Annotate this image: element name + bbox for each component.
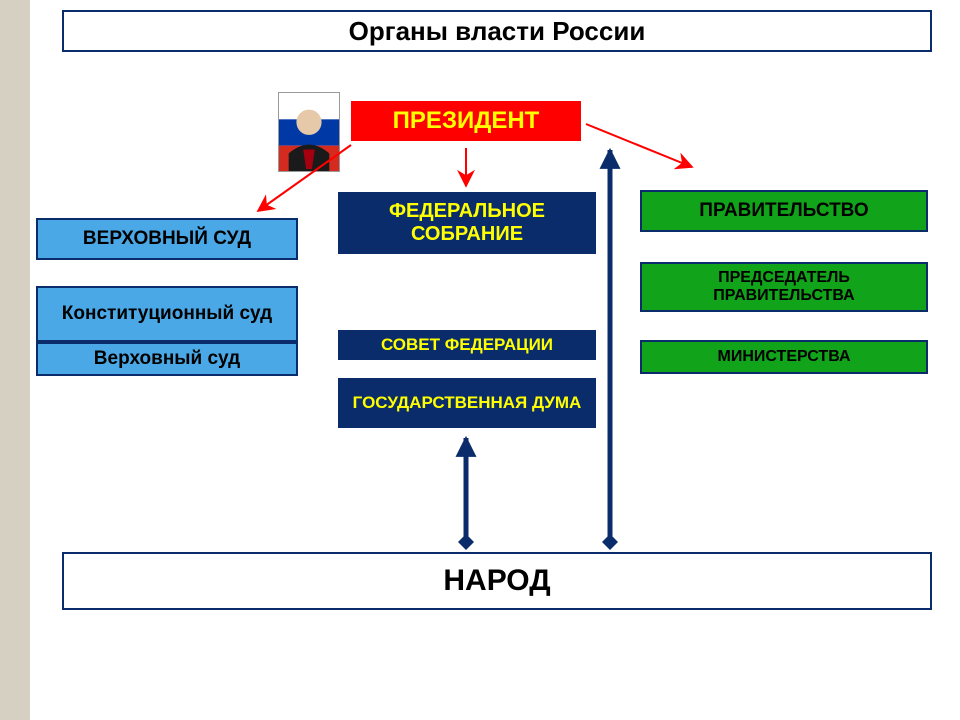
block-prime-minister: ПРЕДСЕДАТЕЛЬ ПРАВИТЕЛЬСТВА bbox=[640, 262, 928, 312]
president-photo bbox=[278, 92, 340, 172]
block-supreme-court-2: Верховный суд bbox=[36, 342, 298, 376]
block-ministries: МИНИСТЕРСТВА bbox=[640, 340, 928, 374]
block-constitutional-court: Конституционный суд bbox=[36, 286, 298, 342]
block-government: ПРАВИТЕЛЬСТВО bbox=[640, 190, 928, 232]
block-federation-council: СОВЕТ ФЕДЕРАЦИИ bbox=[336, 328, 598, 362]
block-president: ПРЕЗИДЕНТ bbox=[348, 98, 584, 144]
diagram-stage: Органы власти России ПРЕЗИДЕНТ ВЕРХОВНЫЙ… bbox=[0, 0, 960, 720]
block-people: НАРОД bbox=[62, 552, 932, 610]
left-sidebar-strip bbox=[0, 0, 30, 720]
person-head bbox=[296, 110, 321, 135]
diagram-title: Органы власти России bbox=[62, 10, 932, 52]
block-state-duma: ГОСУДАРСТВЕННАЯ ДУМА bbox=[336, 376, 598, 430]
block-supreme-court: ВЕРХОВНЫЙ СУД bbox=[36, 218, 298, 260]
block-federal-assembly: ФЕДЕРАЛЬНОЕ СОБРАНИЕ bbox=[336, 190, 598, 256]
president-photo-svg bbox=[279, 93, 339, 171]
